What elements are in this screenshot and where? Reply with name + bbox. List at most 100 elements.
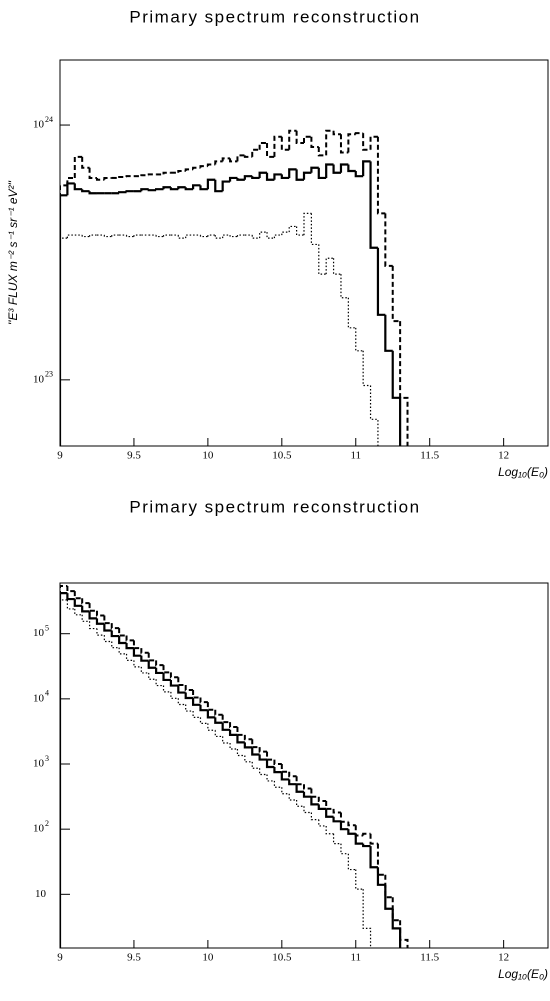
histogram-bin xyxy=(362,350,371,387)
histogram-bin xyxy=(288,793,297,801)
histogram-bin xyxy=(118,176,127,179)
histogram-bin xyxy=(251,235,260,239)
histogram-bin xyxy=(229,743,238,750)
histogram-bin xyxy=(162,186,171,190)
histogram-bin xyxy=(310,136,319,149)
histogram-bin xyxy=(354,825,364,837)
histogram-bin xyxy=(288,771,297,778)
histogram-bin xyxy=(191,184,201,190)
y-tick-label: 10 xyxy=(35,888,47,900)
y-tick-label: 10 xyxy=(33,373,45,385)
histogram-bin xyxy=(258,171,268,178)
histogram-bin xyxy=(369,833,378,845)
histogram-bin xyxy=(303,806,312,814)
histogram-bin xyxy=(169,679,179,687)
histogram-bin xyxy=(73,155,83,178)
histogram-bin xyxy=(199,235,208,238)
histogram-bin xyxy=(288,168,297,178)
x-tick-label: 12 xyxy=(498,450,509,462)
histogram-bin xyxy=(66,182,75,196)
histogram-bin xyxy=(81,156,90,169)
histogram-bin xyxy=(155,667,164,675)
histogram-bin xyxy=(332,816,341,823)
histogram-bin xyxy=(118,636,127,645)
histogram-bin xyxy=(103,635,112,643)
histogram-bin xyxy=(111,641,120,649)
histogram-bin xyxy=(103,235,112,238)
histogram-bin xyxy=(81,598,90,605)
histogram-bin xyxy=(111,234,120,237)
histogram-bin xyxy=(303,135,312,144)
histogram-bin xyxy=(317,167,327,180)
histogram-bin xyxy=(273,173,282,180)
histogram-bin xyxy=(133,234,142,237)
x-tick-label: 10 xyxy=(202,952,214,964)
histogram-bin xyxy=(81,605,90,613)
histogram-bin xyxy=(332,164,341,174)
histogram-bin xyxy=(340,843,349,855)
histogram-bin xyxy=(236,177,245,181)
histogram-bin xyxy=(162,171,171,175)
histogram-bin xyxy=(125,635,134,642)
chart: Primary spectrum reconstruction 9 9.5 10 10.… xyxy=(6,7,549,479)
histogram-bin xyxy=(355,869,364,890)
histogram-bin xyxy=(265,172,275,181)
histogram-bin xyxy=(325,808,334,818)
histogram-bin xyxy=(206,702,216,711)
histogram-bin xyxy=(60,584,68,948)
histogram-bin xyxy=(280,136,290,151)
histogram-bin xyxy=(303,212,312,236)
histogram-bin xyxy=(199,185,208,191)
histogram-bin xyxy=(317,796,327,803)
histogram-bin xyxy=(155,660,164,667)
x-tick-label: 9 xyxy=(57,450,63,462)
histogram-bin xyxy=(325,825,334,835)
histogram-bin xyxy=(177,677,186,687)
histogram-bin xyxy=(258,754,268,761)
histogram-bin xyxy=(132,640,142,650)
histogram-bin xyxy=(148,672,157,680)
histogram-bin xyxy=(88,191,97,195)
histogram-bin xyxy=(228,176,238,182)
histogram-bin xyxy=(347,821,356,827)
y-tick-label: 10 xyxy=(33,823,45,835)
histogram-bin xyxy=(362,889,372,948)
histogram-bin xyxy=(66,585,75,593)
histogram-bin xyxy=(95,618,105,625)
histogram-bin xyxy=(339,821,349,831)
histogram-bin xyxy=(251,739,260,749)
histogram-bin xyxy=(266,774,275,782)
histogram-bin xyxy=(199,165,208,168)
histogram-bin xyxy=(177,235,186,239)
histogram-bin xyxy=(318,819,327,827)
histogram-bin xyxy=(236,234,245,237)
y-tick-label: 10 xyxy=(33,119,45,131)
histogram-bin xyxy=(118,628,127,637)
y-tick-exponent: 4 xyxy=(45,689,49,698)
histogram-bin xyxy=(103,176,112,180)
histogram-bin xyxy=(66,176,75,186)
x-tick-label: 10 xyxy=(202,450,214,462)
histogram-bin xyxy=(259,768,268,776)
y-tick-label: 10 xyxy=(33,758,45,770)
x-tick-label: 11 xyxy=(350,450,361,462)
histogram-bin xyxy=(147,173,157,176)
histogram-bin xyxy=(60,599,68,948)
histogram-bin xyxy=(391,265,401,323)
histogram-bin xyxy=(347,829,356,835)
histogram-bin xyxy=(184,685,194,691)
histogram-bin xyxy=(244,755,253,763)
histogram-bin xyxy=(118,647,127,655)
histogram-bin xyxy=(265,759,275,769)
histogram-bin xyxy=(162,234,171,237)
histogram-bin xyxy=(96,628,105,636)
histogram-bin xyxy=(60,184,68,446)
histogram-bin xyxy=(317,804,327,810)
histogram-bin xyxy=(243,155,253,158)
histogram-bin xyxy=(369,385,379,446)
histogram-bin xyxy=(236,734,245,744)
y-tick-exponent: 24 xyxy=(45,115,53,124)
histogram-bin xyxy=(258,747,268,753)
histogram-bin xyxy=(376,136,386,215)
y-axis-label: ''E³ FLUX m⁻² s⁻¹ sr⁻¹ eV²'' xyxy=(6,180,20,325)
